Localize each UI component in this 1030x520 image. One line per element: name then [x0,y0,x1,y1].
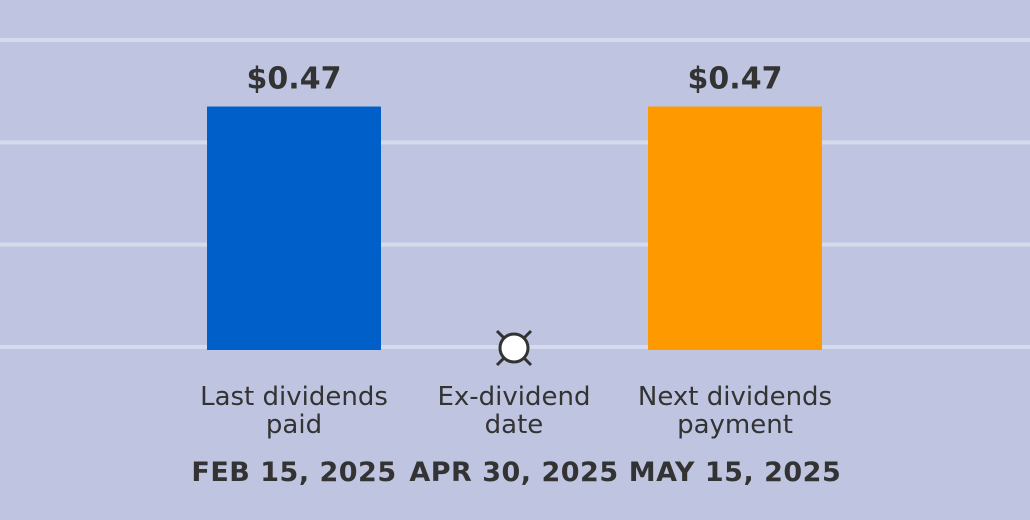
date-label: FEB 15, 2025 [191,457,397,488]
date-label: APR 30, 2025 [409,457,619,488]
category-label: Ex-dividend date [437,382,591,440]
category-label: Last dividends paid [200,382,388,440]
value-label: $0.47 [688,62,783,97]
category-label: Next dividends payment [637,382,833,440]
ex-dividend-marker [498,332,530,364]
bar [207,106,381,351]
value-label: $0.47 [247,62,342,97]
date-label: MAY 15, 2025 [628,457,842,488]
bar [648,106,822,351]
